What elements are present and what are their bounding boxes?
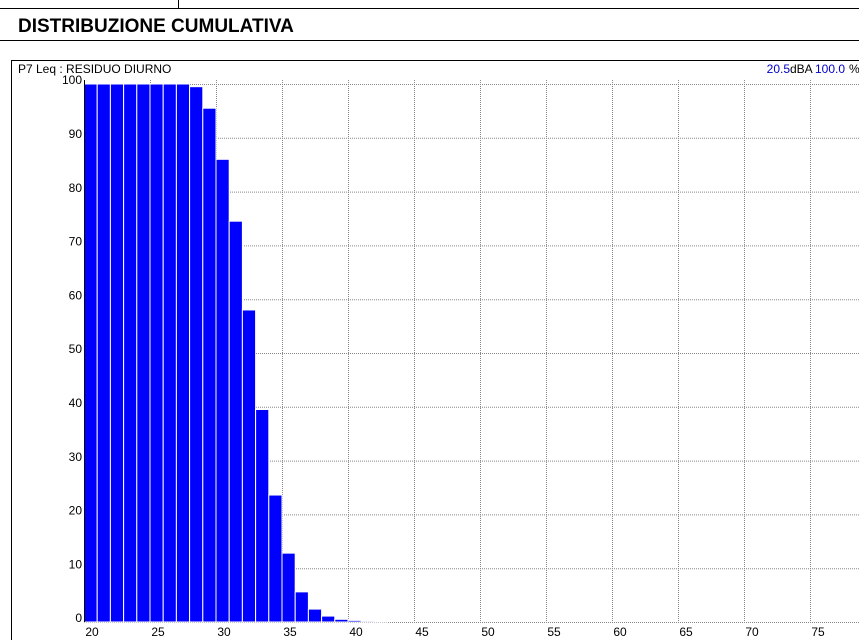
y-tick-label: 50 <box>69 342 83 356</box>
header-value: 20.5 <box>767 62 791 76</box>
bar <box>202 107 217 623</box>
x-tick-label: 30 <box>217 625 231 639</box>
y-tick-label: 60 <box>69 288 83 302</box>
bar <box>189 86 204 623</box>
x-tick-label: 65 <box>679 625 693 639</box>
bar <box>307 608 323 623</box>
bar <box>215 158 230 623</box>
x-tick-label: 45 <box>415 625 429 639</box>
y-tick-label: 10 <box>69 557 83 571</box>
x-tick-label: 20 <box>85 625 99 639</box>
x-tick-label: 60 <box>613 625 627 639</box>
bar <box>255 408 270 623</box>
bar <box>123 83 138 623</box>
bar <box>294 591 309 623</box>
y-tick-label: 20 <box>69 504 83 518</box>
chart-title: DISTRIBUZIONE CUMULATIVA <box>18 16 294 37</box>
bar <box>83 83 98 623</box>
bar <box>136 83 151 623</box>
y-tick-label: 0 <box>75 611 82 625</box>
chart-frame <box>11 60 859 640</box>
y-tick-label: 40 <box>69 396 83 410</box>
header-unit: dBA <box>790 62 813 76</box>
x-tick-label: 35 <box>283 625 297 639</box>
bar <box>228 220 243 623</box>
bar <box>109 83 125 623</box>
bar <box>96 83 111 623</box>
x-tick-label: 40 <box>349 625 363 639</box>
bar <box>175 83 191 623</box>
subtitle: P7 Leq : RESIDUO DIURNO <box>18 62 171 76</box>
bar <box>373 620 389 623</box>
y-tick-label: 100 <box>62 73 82 87</box>
x-tick-label: 25 <box>151 625 165 639</box>
bar <box>360 620 375 623</box>
x-tick-label: 50 <box>481 625 495 639</box>
y-tick-label: 30 <box>69 450 83 464</box>
bar <box>241 309 257 623</box>
bar <box>268 494 283 623</box>
y-tick-label: 70 <box>69 235 83 249</box>
bar <box>162 83 177 623</box>
x-tick-label: 55 <box>547 625 561 639</box>
y-tick-label: 80 <box>69 181 83 195</box>
y-tick-label: 90 <box>69 127 83 141</box>
bar <box>149 83 164 623</box>
x-tick-label: 70 <box>745 625 759 639</box>
bar <box>334 618 349 623</box>
bar <box>347 619 362 623</box>
x-tick-label: 75 <box>811 625 825 639</box>
bar <box>281 552 296 623</box>
header-percent-unit: % <box>849 62 859 76</box>
bar <box>321 615 336 623</box>
header-percent: 100.0 <box>815 62 845 76</box>
